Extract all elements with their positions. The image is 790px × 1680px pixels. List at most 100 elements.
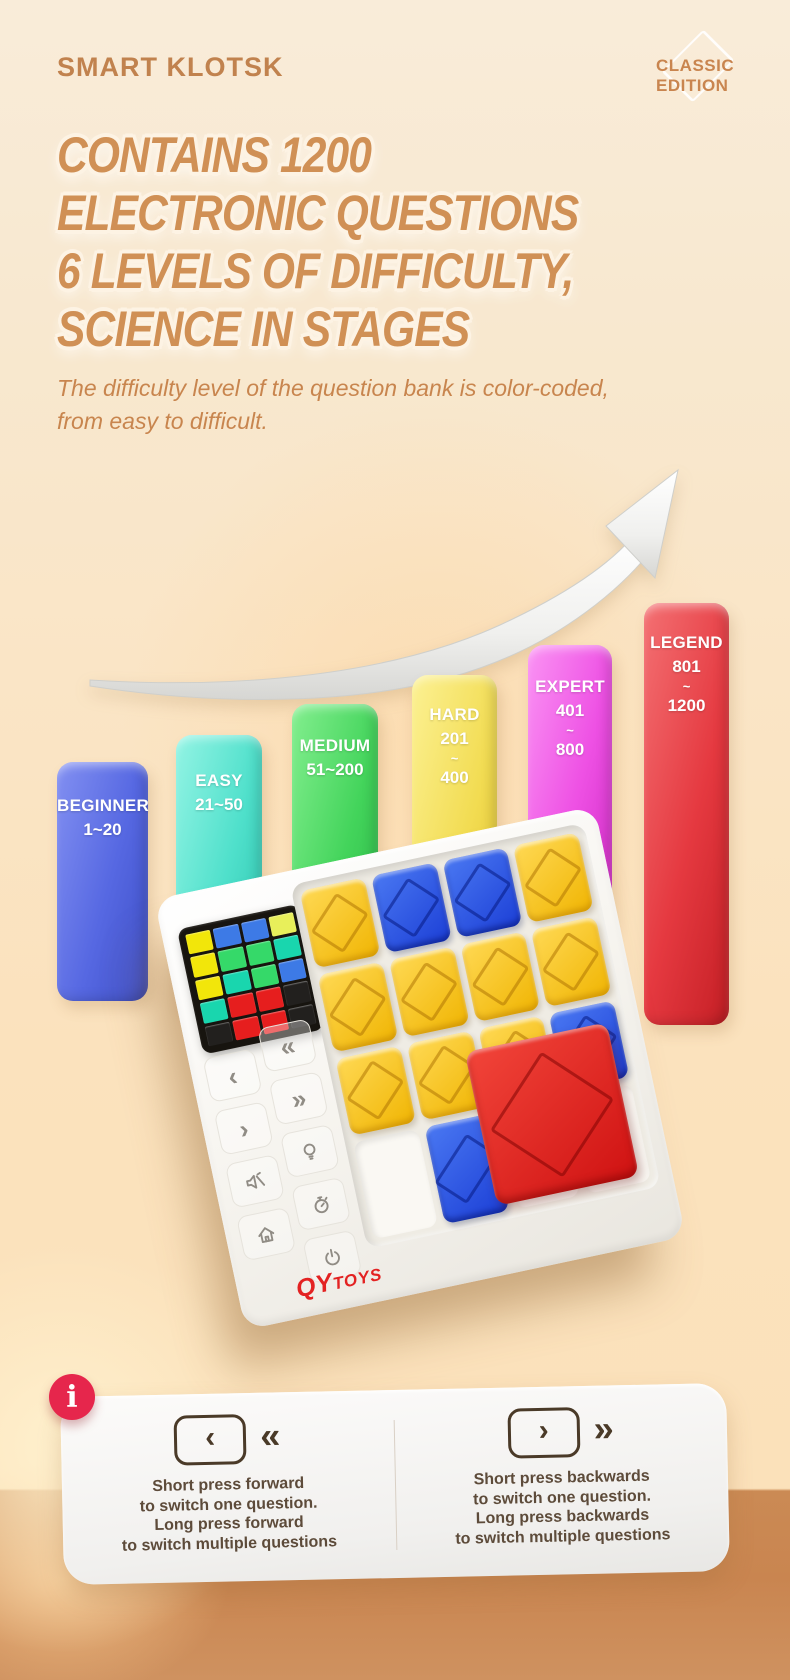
headline-line: ELECTRONIC QUESTIONS bbox=[57, 185, 579, 241]
puzzle-tile-blue bbox=[370, 862, 452, 954]
led-cell bbox=[190, 952, 220, 978]
timer-icon bbox=[314, 1195, 329, 1213]
fast-prev-button: « bbox=[257, 1018, 318, 1073]
difficulty-bar-legend: LEGEND 801 ~ 1200 bbox=[644, 603, 729, 1025]
puzzle-tile-blue bbox=[441, 847, 523, 939]
info-glyph: i bbox=[66, 1379, 78, 1415]
led-cell bbox=[222, 969, 252, 995]
logo-qy: QY bbox=[293, 1268, 336, 1304]
led-cell bbox=[217, 946, 247, 972]
led-cell bbox=[250, 963, 280, 989]
fast-next-button: » bbox=[268, 1070, 329, 1126]
led-cell bbox=[268, 912, 298, 938]
logo-toys: TOYS bbox=[331, 1264, 385, 1294]
bar-range-tilde: ~ bbox=[682, 679, 691, 694]
chevron-left-icon: ‹ bbox=[204, 1420, 216, 1454]
bar-range: 800 bbox=[555, 740, 585, 759]
bar-range-tilde: ~ bbox=[566, 723, 574, 738]
headline-line: 6 LEVELS OF DIFFICULTY, bbox=[57, 243, 574, 299]
edition-badge: CLASSIC EDITION bbox=[656, 56, 734, 96]
puzzle-tile-yellow bbox=[459, 931, 541, 1022]
puzzle-console: ‹ › bbox=[154, 806, 686, 1330]
power-icon bbox=[325, 1248, 340, 1265]
led-cell bbox=[245, 940, 275, 967]
double-chevron-left-icon: « bbox=[277, 1029, 298, 1062]
next-button: › bbox=[213, 1101, 274, 1156]
bar-range-tilde: ~ bbox=[450, 751, 459, 766]
chevron-left-icon: ‹ bbox=[225, 1060, 240, 1092]
puzzle-tile-yellow bbox=[335, 1045, 416, 1137]
instruction-card: ‹ « Short press forward to switch one qu… bbox=[60, 1383, 730, 1585]
bar-range: 51~200 bbox=[306, 760, 364, 779]
led-cell bbox=[255, 986, 284, 1012]
backward-key-row: › » bbox=[507, 1407, 615, 1459]
led-cell bbox=[282, 980, 312, 1006]
brand-title: SMART KLOTSK bbox=[57, 52, 284, 82]
led-cell bbox=[194, 975, 224, 1001]
puzzle-tile-empty bbox=[353, 1129, 438, 1240]
led-cell bbox=[240, 917, 270, 944]
instruction-line: to switch multiple questions bbox=[121, 1532, 338, 1555]
led-cell bbox=[204, 1021, 234, 1047]
instruction-backward: › » Short press backwards to switch one … bbox=[394, 1383, 730, 1578]
chevron-right-icon: › bbox=[236, 1112, 252, 1145]
bar-range: 401 bbox=[555, 701, 585, 720]
bar-range: 400 bbox=[440, 768, 469, 787]
led-cell bbox=[272, 934, 302, 961]
double-chevron-right-icon: » bbox=[593, 1407, 615, 1449]
subheadline: The difficulty level of the question ban… bbox=[57, 372, 609, 438]
back-key-icon: ‹ bbox=[173, 1414, 247, 1466]
home-button bbox=[236, 1206, 297, 1262]
power-button bbox=[302, 1229, 363, 1285]
bar-range: 1200 bbox=[667, 696, 706, 715]
led-cell bbox=[227, 992, 257, 1018]
headline: CONTAINS 1200 ELECTRONIC QUESTIONS 6 LEV… bbox=[57, 126, 670, 358]
subheadline-line1: The difficulty level of the question ban… bbox=[57, 375, 609, 401]
home-icon bbox=[258, 1226, 275, 1243]
instruction-forward: ‹ « Short press forward to switch one qu… bbox=[60, 1390, 396, 1585]
puzzle-tile-yellow bbox=[299, 877, 381, 969]
prev-button: ‹ bbox=[202, 1048, 263, 1104]
headline-line: SCIENCE IN STAGES bbox=[57, 301, 470, 357]
subheadline-line2: from easy to difficult. bbox=[57, 408, 268, 434]
headline-line: CONTAINS 1200 bbox=[57, 127, 372, 183]
edition-badge-line1: CLASSIC bbox=[656, 56, 735, 75]
puzzle-tile-yellow bbox=[530, 916, 612, 1007]
backward-instruction-text: Short press backwards to switch one ques… bbox=[454, 1466, 671, 1548]
mute-button bbox=[224, 1153, 286, 1209]
forward-key-icon: › bbox=[507, 1407, 581, 1459]
led-cell bbox=[277, 957, 307, 984]
tile-grid bbox=[299, 832, 652, 1240]
growth-arrow-icon bbox=[89, 468, 679, 700]
bar-range: 201 bbox=[440, 729, 469, 748]
led-cell bbox=[199, 998, 229, 1024]
console-controls: ‹ › bbox=[202, 1018, 364, 1296]
chevron-right-icon: › bbox=[538, 1413, 549, 1447]
bar-range: 21~50 bbox=[195, 795, 243, 814]
bar-label: LEGEND bbox=[650, 633, 723, 652]
hint-button bbox=[279, 1123, 341, 1179]
hint-bulb-icon bbox=[303, 1143, 316, 1160]
bar-label: EASY bbox=[195, 771, 243, 790]
instruction-line: to switch multiple questions bbox=[455, 1525, 671, 1548]
puzzle-tile-yellow bbox=[388, 946, 470, 1038]
info-icon: i bbox=[49, 1374, 95, 1420]
bar-label: EXPERT bbox=[535, 677, 605, 696]
timer-button bbox=[291, 1176, 352, 1232]
mute-icon bbox=[246, 1171, 265, 1189]
bar-range: 801 bbox=[672, 657, 701, 676]
double-chevron-right-icon: » bbox=[288, 1082, 309, 1115]
led-cell bbox=[212, 923, 242, 949]
bar-label: HARD bbox=[429, 705, 480, 724]
led-cell bbox=[185, 929, 215, 955]
puzzle-tile-yellow bbox=[317, 961, 399, 1053]
bar-label: MEDIUM bbox=[299, 736, 371, 755]
forward-instruction-text: Short press forward to switch one questi… bbox=[120, 1473, 337, 1555]
puzzle-tile-yellow bbox=[513, 832, 594, 923]
edition-badge-line2: EDITION bbox=[656, 76, 729, 95]
bar-label: BEGINNER bbox=[57, 796, 150, 815]
double-chevron-left-icon: « bbox=[259, 1414, 281, 1456]
difficulty-bar-beginner: BEGINNER 1~20 bbox=[57, 762, 150, 1001]
forward-key-row: ‹ « bbox=[173, 1414, 281, 1466]
